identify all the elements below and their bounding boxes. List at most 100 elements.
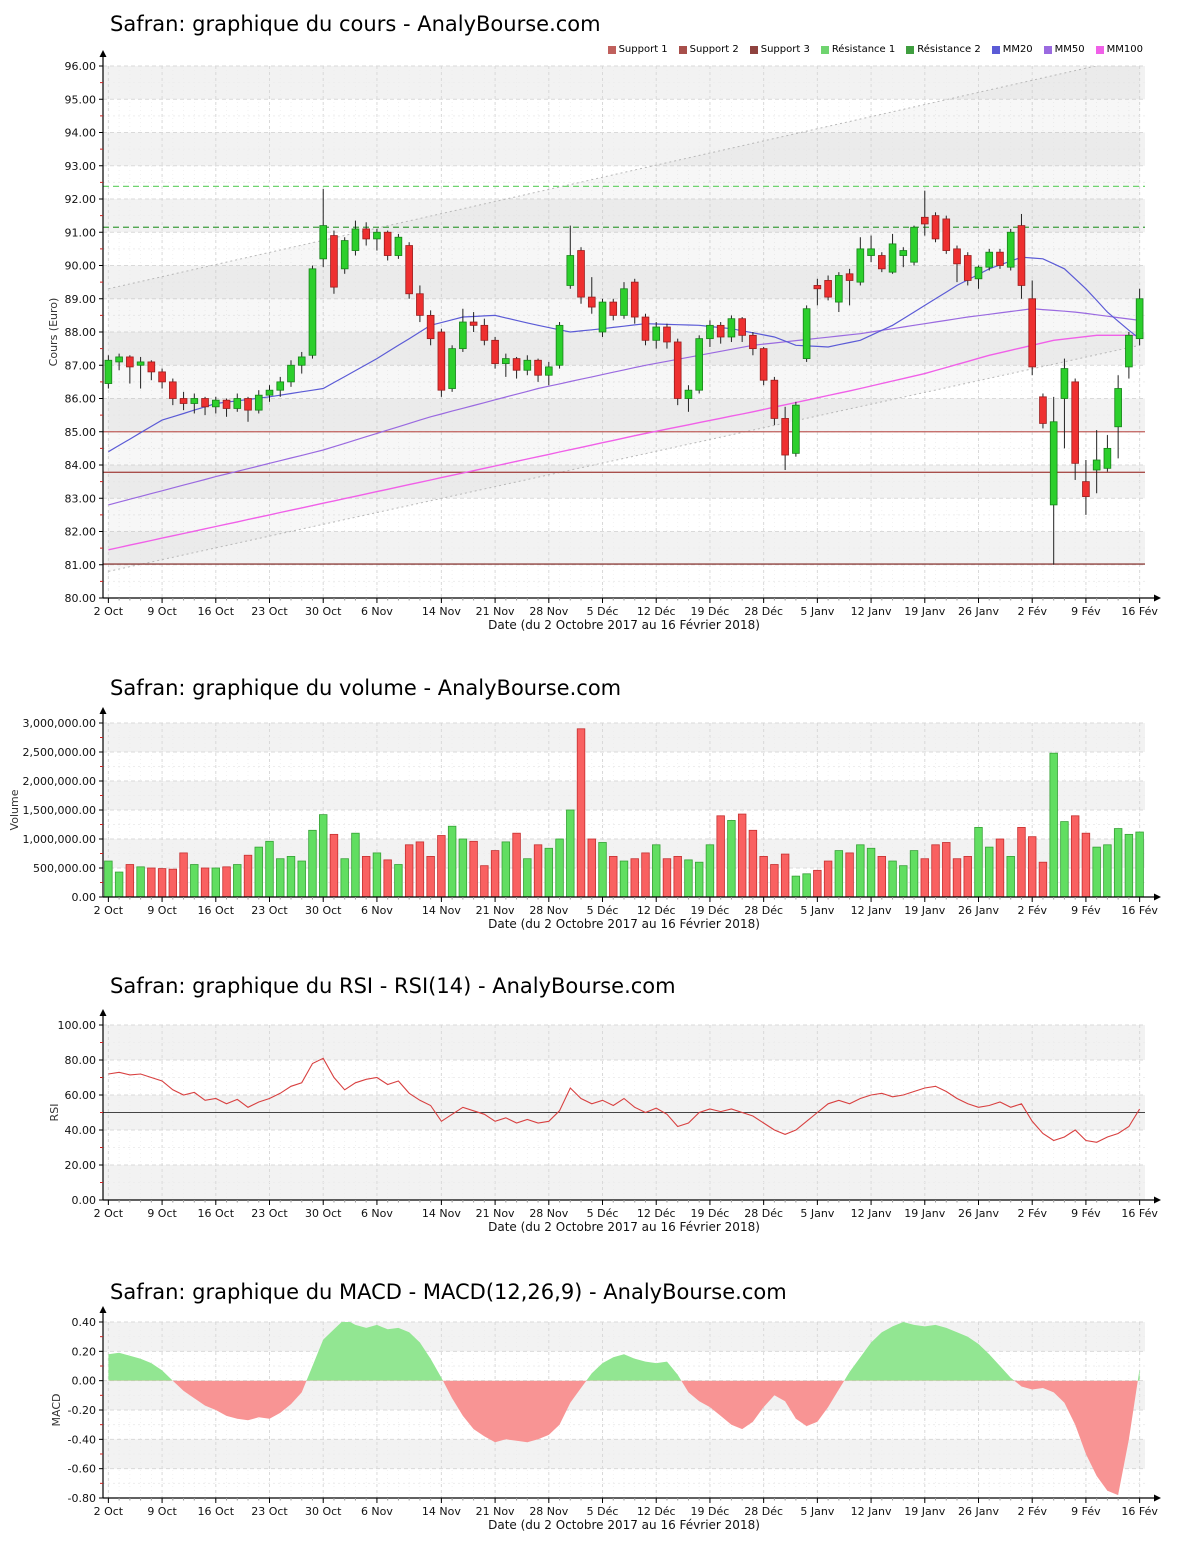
volume-bar bbox=[759, 856, 768, 898]
legend-label: Support 2 bbox=[689, 44, 739, 55]
x-tick-label: 19 Janv bbox=[904, 1505, 945, 1518]
volume-bar bbox=[619, 860, 629, 898]
x-tick-label: 26 Janv bbox=[958, 1207, 999, 1220]
candle bbox=[845, 273, 854, 281]
candle bbox=[738, 318, 746, 336]
volume-bar bbox=[254, 846, 263, 898]
x-tick-label: 26 Janv bbox=[958, 1505, 999, 1518]
legend-swatch-icon bbox=[749, 45, 758, 54]
y-tick-label: 90.00 bbox=[65, 260, 97, 273]
x-tick-label: 23 Oct bbox=[251, 904, 288, 917]
volume-bar bbox=[1028, 836, 1037, 898]
y-tick-label: 96.00 bbox=[65, 60, 97, 73]
volume-bar bbox=[748, 829, 758, 898]
candle bbox=[351, 228, 360, 251]
candle bbox=[663, 326, 671, 343]
y-tick-label: 87.00 bbox=[65, 359, 97, 372]
x-tick-label: 14 Nov bbox=[422, 1207, 461, 1220]
legend-swatch-icon bbox=[1095, 45, 1104, 54]
legend-swatch-icon bbox=[991, 45, 1000, 54]
volume-bar bbox=[630, 858, 639, 898]
candle bbox=[179, 398, 188, 404]
volume-bar bbox=[845, 852, 854, 898]
volume-bar bbox=[222, 866, 231, 898]
y-tick-label: 2,500,000.00 bbox=[23, 746, 96, 759]
y-tick-label: 80.00 bbox=[65, 592, 97, 605]
chart-cours-euro-: 96.00 95.00 94.00 93.00 92.00 91.00 90.00 89.00… bbox=[47, 50, 1161, 632]
candle bbox=[931, 215, 940, 240]
x-tick-label: 5 Janv bbox=[800, 605, 834, 618]
candle bbox=[867, 248, 875, 256]
candle bbox=[856, 248, 865, 283]
candle bbox=[383, 231, 392, 256]
x-tick-label: 2 Fév bbox=[1017, 605, 1047, 618]
y-axis-label: MACD bbox=[50, 1394, 63, 1427]
candle bbox=[1006, 231, 1015, 268]
y-tick-label: 0.00 bbox=[72, 1194, 97, 1207]
volume-bar bbox=[490, 850, 500, 898]
volume-bar bbox=[942, 842, 951, 898]
y-tick-label: -0.80 bbox=[68, 1492, 96, 1505]
volume-bar bbox=[297, 860, 306, 898]
legend-item-mm100: MM100 bbox=[1095, 44, 1143, 55]
candle bbox=[104, 359, 113, 384]
x-axis-ticks: 2 Oct 9 Oct 16 Oct 23 Oct 30 Oct 6 Nov 14 Nov 2… bbox=[94, 1498, 1158, 1518]
x-tick-label: 6 Nov bbox=[361, 904, 393, 917]
legend-label: MM100 bbox=[1106, 44, 1143, 55]
x-tick-label: 5 Déc bbox=[587, 1207, 619, 1220]
volume-bar bbox=[437, 835, 446, 898]
volume-bar bbox=[1113, 828, 1123, 898]
x-tick-label: 28 Nov bbox=[529, 1505, 568, 1518]
x-tick-label: 9 Fév bbox=[1071, 605, 1101, 618]
x-tick-label: 16 Oct bbox=[198, 605, 235, 618]
candle bbox=[609, 301, 618, 316]
candle bbox=[1092, 459, 1101, 471]
x-tick-label: 21 Nov bbox=[476, 904, 515, 917]
y-tick-label: 92.00 bbox=[65, 193, 97, 206]
candle bbox=[190, 398, 199, 404]
x-tick-label: 26 Janv bbox=[958, 904, 999, 917]
candle bbox=[233, 398, 242, 409]
candle bbox=[577, 250, 585, 298]
candle bbox=[899, 250, 908, 256]
gridlines-vertical bbox=[107, 1025, 1141, 1200]
candle bbox=[534, 359, 542, 376]
x-tick-label: 2 Fév bbox=[1017, 1505, 1047, 1518]
candle bbox=[265, 389, 274, 396]
candlesticks bbox=[104, 189, 1144, 565]
volume-bar bbox=[458, 838, 468, 898]
volume-bar bbox=[276, 858, 285, 898]
x-tick-label: 9 Oct bbox=[147, 1207, 177, 1220]
volume-bar bbox=[394, 864, 403, 898]
volume-bar bbox=[157, 868, 167, 898]
price-chart-title: Safran: graphique du cours - AnalyBourse… bbox=[110, 12, 601, 36]
candle bbox=[437, 331, 446, 391]
x-tick-label: 23 Oct bbox=[251, 1505, 288, 1518]
x-tick-label: 19 Déc bbox=[691, 904, 730, 917]
candle bbox=[953, 248, 961, 265]
candle bbox=[749, 334, 757, 350]
x-tick-label: 5 Déc bbox=[587, 904, 619, 917]
candle bbox=[1125, 334, 1133, 368]
candle bbox=[244, 398, 252, 411]
volume-bar bbox=[523, 858, 532, 898]
volume-bar bbox=[544, 847, 554, 898]
x-tick-label: 28 Nov bbox=[529, 904, 568, 917]
x-tick-label: 2 Oct bbox=[94, 605, 124, 618]
y-axis-ticks: 0.40 0.20 0.00 -0.20 -0.40 -0.60 -0.80 bbox=[68, 1316, 103, 1505]
candle bbox=[630, 281, 639, 318]
rsi-line bbox=[108, 1057, 1141, 1143]
candle bbox=[426, 314, 435, 340]
x-tick-label: 2 Oct bbox=[94, 904, 124, 917]
x-tick-label: 12 Janv bbox=[851, 904, 892, 917]
volume-bar bbox=[383, 859, 392, 898]
volume-bar bbox=[286, 856, 296, 898]
candle bbox=[480, 324, 489, 341]
x-tick-label: 28 Déc bbox=[744, 1505, 783, 1518]
volume-bar bbox=[598, 842, 607, 898]
x-tick-label: 28 Nov bbox=[529, 605, 568, 618]
x-axis-label: Date (du 2 Octobre 2017 au 16 Février 20… bbox=[488, 1518, 760, 1532]
y-tick-label: 95.00 bbox=[65, 93, 97, 106]
legend-item-support-1: Support 1 bbox=[607, 44, 668, 55]
x-tick-label: 19 Déc bbox=[691, 1505, 730, 1518]
